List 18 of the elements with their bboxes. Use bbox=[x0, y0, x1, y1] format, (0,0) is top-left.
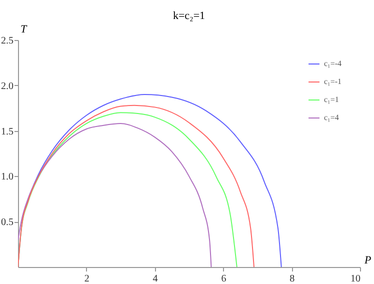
legend-label: c₁=4 bbox=[324, 113, 339, 122]
line-series bbox=[18, 123, 212, 267]
x-tick-label: 10 bbox=[350, 274, 360, 284]
y-tick-label: 0.5 bbox=[1, 217, 14, 228]
legend-label: c₁=1 bbox=[324, 95, 339, 104]
x-tick-label: 6 bbox=[221, 274, 226, 284]
legend-label: c₁=-1 bbox=[324, 77, 342, 86]
x-tick-label: 8 bbox=[290, 274, 295, 284]
y-tick-label: 2.5 bbox=[1, 36, 14, 46]
y-tick-label: 1.5 bbox=[1, 126, 14, 138]
x-tick-label: 4 bbox=[152, 274, 158, 284]
y-axis-title: T bbox=[20, 24, 28, 36]
y-tick-label: 2.0 bbox=[1, 80, 14, 92]
y-tick-label: 1.0 bbox=[1, 172, 14, 183]
x-tick-label: 2 bbox=[84, 274, 90, 284]
x-axis-title: P bbox=[364, 254, 372, 266]
chart-title: k=c₂=1 bbox=[172, 10, 206, 22]
legend-label: c₁=-4 bbox=[324, 59, 342, 68]
